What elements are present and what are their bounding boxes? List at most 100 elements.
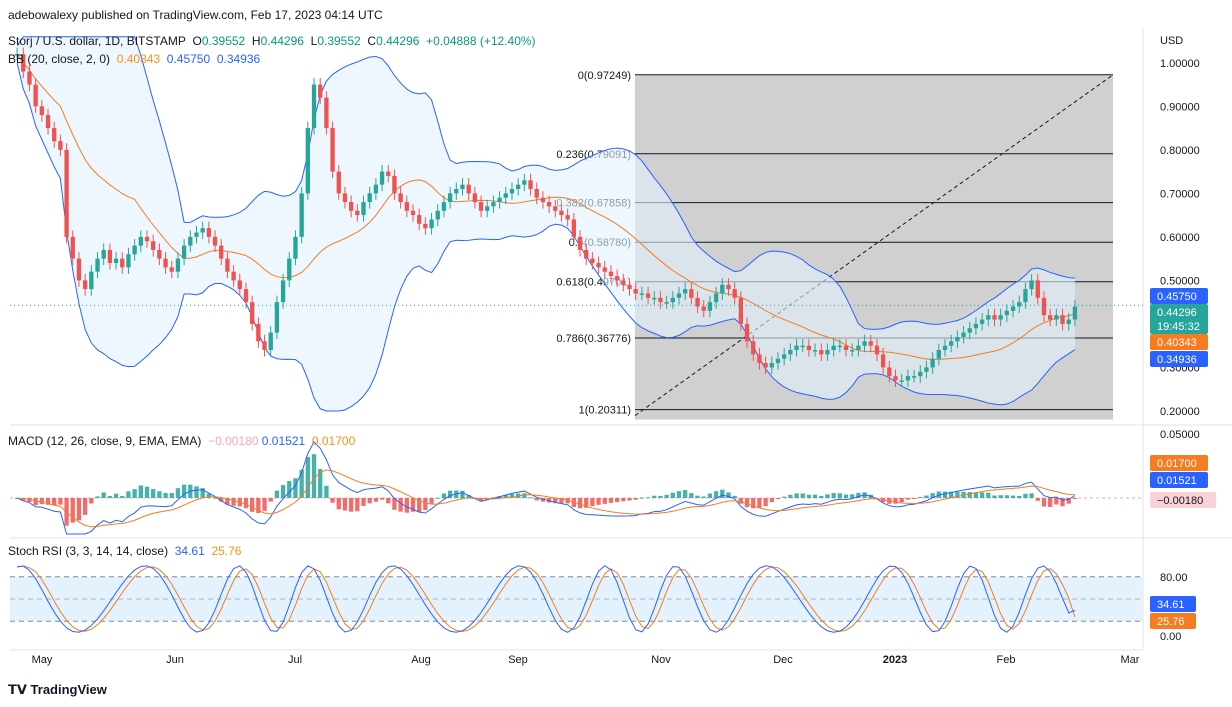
- macd-histogram-bar: [918, 497, 923, 499]
- candle-body: [497, 197, 502, 203]
- macd-histogram-bar: [1060, 498, 1065, 507]
- candle-body: [138, 236, 143, 246]
- macd-histogram-bar: [720, 489, 725, 498]
- macd-histogram-bar: [441, 493, 447, 498]
- macd-histogram-bar: [893, 498, 898, 504]
- macd-histogram-bar: [788, 494, 793, 498]
- tv-logo-icon: 𝗧𝗩: [8, 682, 31, 697]
- candle-body: [1054, 315, 1059, 320]
- macd-histogram-bar: [763, 498, 768, 507]
- stoch-d-value: 25.76: [211, 544, 242, 558]
- macd-histogram-bar: [973, 492, 979, 498]
- macd-histogram-bar: [652, 495, 657, 498]
- candle-body: [466, 184, 471, 194]
- macd-histogram-bar: [1023, 493, 1028, 498]
- bb-upper-value: 0.45750: [166, 52, 211, 66]
- candle-body: [361, 202, 366, 216]
- macd-histogram-bar: [534, 498, 539, 501]
- macd-histogram-bar: [206, 493, 212, 498]
- candle-body: [534, 189, 539, 198]
- candle-body: [299, 193, 304, 237]
- macd-histogram-bar: [1066, 498, 1071, 504]
- macd-histogram-bar: [392, 498, 397, 510]
- candle-body: [961, 332, 966, 337]
- candle-body: [949, 341, 954, 346]
- macd-axis-tick: 0.05000: [1160, 429, 1200, 441]
- candle-body: [942, 345, 948, 351]
- macd-hist-value: −0.00180: [208, 434, 259, 448]
- candle-body: [70, 236, 75, 259]
- candle-body: [324, 97, 329, 129]
- candle-body: [744, 323, 750, 342]
- candle-body: [998, 315, 1003, 320]
- candle-body: [379, 171, 385, 185]
- bb-basis-line: [16, 53, 1076, 360]
- macd-hist-tag: −0.00180: [1157, 495, 1203, 507]
- macd-histogram-bar: [225, 498, 230, 505]
- macd-histogram-bar: [949, 491, 954, 498]
- candle-body: [212, 236, 218, 246]
- macd-histogram-bar: [942, 491, 948, 498]
- macd-histogram-bar: [812, 494, 818, 498]
- candle-body: [194, 232, 199, 237]
- macd-histogram-bar: [311, 454, 317, 498]
- candle-body: [522, 180, 527, 185]
- macd-hist-tag-bg: [1150, 492, 1216, 508]
- candle-body: [695, 297, 700, 307]
- candle-body: [887, 367, 892, 377]
- time-axis-tick: Aug: [411, 654, 431, 666]
- candle-body: [76, 258, 82, 281]
- candle-body: [348, 202, 354, 211]
- candle-body: [305, 128, 311, 194]
- macd-histogram-bar: [181, 484, 187, 498]
- macd-histogram-bar: [120, 495, 125, 498]
- candle-body: [652, 297, 657, 300]
- stoch-axis-tick: 80.00: [1160, 572, 1188, 584]
- time-axis-tick: 2023: [883, 654, 907, 666]
- candle-body: [89, 271, 94, 290]
- candle-body: [373, 184, 379, 194]
- bb-band-fill: [17, 36, 1075, 411]
- candle-body: [1047, 315, 1053, 320]
- candle-body: [404, 202, 409, 211]
- macd-histogram-bar: [342, 498, 348, 511]
- candle-body: [311, 84, 317, 129]
- candle-body: [701, 306, 706, 311]
- candle-body: [979, 319, 985, 324]
- candle-body: [751, 341, 756, 355]
- macd-histogram-bar: [825, 494, 830, 498]
- macd-histogram-bar: [447, 490, 453, 498]
- macd-histogram-bar: [608, 498, 614, 503]
- candle-body: [546, 202, 552, 207]
- macd-histogram-bar: [175, 488, 181, 498]
- candle-body: [918, 371, 923, 377]
- candle-body: [911, 376, 917, 378]
- candle-body: [355, 210, 360, 216]
- macd-histogram-bar: [559, 498, 564, 504]
- macd-histogram-bar: [76, 498, 82, 521]
- candle-body: [330, 128, 335, 172]
- candle-body: [590, 258, 595, 263]
- macd-histogram-bar: [466, 495, 471, 498]
- macd-histogram-bar: [924, 495, 929, 498]
- macd-histogram-bar: [664, 494, 669, 498]
- tradingview-logo[interactable]: 𝗧𝗩 TradingView: [8, 682, 107, 698]
- time-axis-tick: Nov: [651, 654, 671, 666]
- macd-signal-tag-bg: [1150, 455, 1208, 471]
- macd-histogram-bar: [144, 486, 150, 498]
- macd-histogram-bar: [1029, 493, 1034, 498]
- candle-body: [472, 193, 478, 203]
- macd-histogram-bar: [330, 498, 335, 503]
- candle-body: [676, 293, 682, 298]
- candle-body: [850, 350, 855, 352]
- candle-body: [460, 184, 465, 190]
- candle-body: [781, 354, 787, 359]
- candle-body: [614, 276, 620, 281]
- footer-brand: TradingView: [30, 682, 107, 697]
- candle-body: [992, 315, 997, 320]
- candle-body: [237, 280, 242, 290]
- stoch-d-line: [17, 565, 1076, 632]
- macd-histogram-bar: [151, 489, 156, 498]
- close-value: 0.44296: [376, 34, 420, 48]
